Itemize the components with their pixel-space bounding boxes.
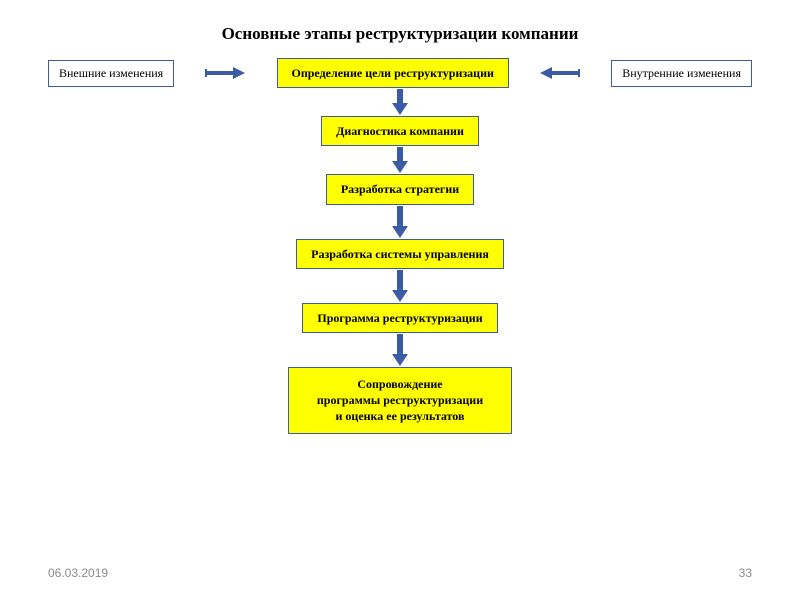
- side-box-right: Внутренние изменения: [611, 60, 752, 87]
- arrow-down-icon: [392, 88, 408, 116]
- page-title: Основные этапы реструктуризации компании: [0, 0, 800, 58]
- arrow-right-icon: [205, 66, 245, 80]
- arrow-down-icon: [392, 146, 408, 174]
- step-1-box: Определение цели реструктуризации: [277, 58, 509, 88]
- footer-page: 33: [739, 566, 752, 580]
- top-row: Внешние изменения Определение цели рестр…: [0, 58, 800, 88]
- arrow-down-icon: [392, 333, 408, 367]
- step-6-box: Сопровождениепрограммы реструктуризациии…: [288, 367, 512, 434]
- arrow-left-icon: [540, 66, 580, 80]
- side-box-left: Внешние изменения: [48, 60, 174, 87]
- step-2-box: Диагностика компании: [321, 116, 479, 146]
- arrow-down-icon: [392, 269, 408, 303]
- step-3-box: Разработка стратегии: [326, 174, 474, 204]
- step-4-box: Разработка системы управления: [296, 239, 504, 269]
- step-5-box: Программа реструктуризации: [302, 303, 497, 333]
- footer-date: 06.03.2019: [48, 566, 108, 580]
- arrow-down-icon: [392, 205, 408, 239]
- flow-stack: Диагностика компании Разработка стратеги…: [0, 88, 800, 433]
